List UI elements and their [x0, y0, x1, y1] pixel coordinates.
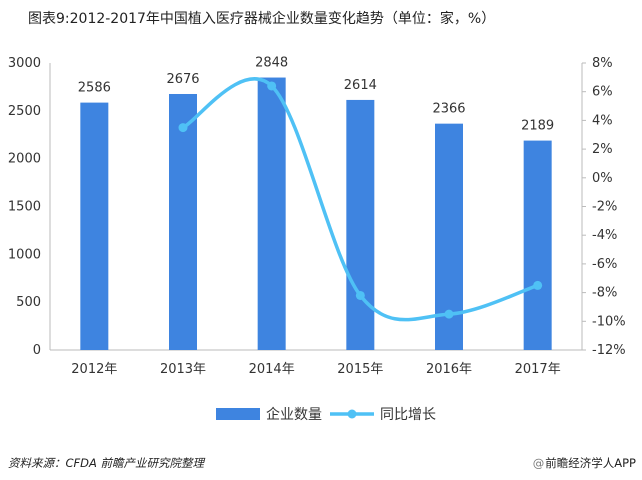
source-note: 资料来源：CFDA 前瞻产业研究院整理 [8, 456, 205, 470]
credit-note: @前瞻经济学人APP [532, 456, 636, 470]
growth-point [533, 280, 543, 290]
x-tick-label: 2012年 [71, 362, 117, 377]
x-tick-label: 2016年 [426, 362, 472, 377]
bar-data-label: 2848 [255, 56, 288, 71]
y-right-tick-label: 0% [592, 171, 613, 186]
y-right-tick-label: -8% [592, 286, 617, 301]
growth-point [267, 81, 277, 91]
x-tick-label: 2015年 [337, 362, 383, 377]
y-right-tick-label: 2% [592, 142, 613, 157]
y-right-tick-label: -2% [592, 200, 617, 215]
y-left-tick-label: 1000 [8, 247, 41, 262]
y-right-tick-label: 8% [592, 56, 613, 71]
chart-title: 图表9:2012-2017年中国植入医疗器械企业数量变化趋势（单位：家，%） [28, 11, 496, 27]
legend-swatch-point [347, 409, 357, 419]
legend-swatch-bar [216, 408, 260, 420]
y-right-tick-label: -4% [592, 228, 617, 243]
legend-label-line: 同比增长 [380, 407, 436, 423]
bar [346, 99, 375, 350]
y-right-tick-label: -12% [592, 343, 626, 358]
y-right-tick-label: -6% [592, 257, 617, 272]
growth-point [355, 290, 365, 300]
legend-label-bar: 企业数量 [266, 406, 322, 423]
growth-point [444, 309, 454, 319]
y-left-tick-label: 2000 [8, 152, 41, 167]
bar [169, 93, 197, 350]
bar [523, 140, 552, 350]
y-left-tick-label: 1500 [8, 200, 41, 215]
y-left-tick-label: 2500 [8, 104, 41, 119]
y-right-tick-label: 6% [592, 85, 613, 100]
bar-data-label: 2614 [344, 78, 377, 93]
y-right-tick-label: -10% [592, 314, 626, 329]
x-tick-label: 2017年 [515, 362, 561, 377]
bar-data-label: 2586 [78, 81, 111, 96]
growth-line [182, 77, 539, 322]
bar-data-label: 2676 [166, 72, 199, 87]
bar [257, 77, 286, 351]
bar [80, 102, 109, 350]
growth-point [178, 123, 188, 133]
x-tick-label: 2014年 [249, 362, 295, 377]
bar-data-label: 2189 [521, 119, 554, 134]
y-left-tick-label: 0 [33, 343, 41, 358]
y-left-tick-label: 3000 [8, 56, 41, 71]
bar-data-label: 2366 [432, 102, 465, 117]
x-tick-label: 2013年 [160, 362, 206, 377]
y-left-tick-label: 500 [16, 295, 41, 310]
y-right-tick-label: 4% [592, 113, 613, 128]
